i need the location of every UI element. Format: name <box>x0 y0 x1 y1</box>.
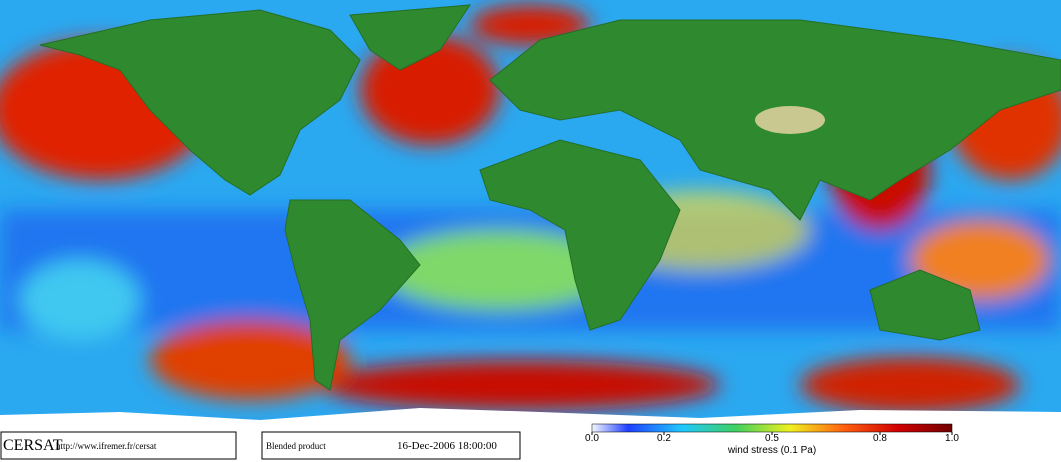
colorbar <box>591 423 953 433</box>
logo: CERSAT <box>3 437 63 454</box>
colorbar-tick-label: 0.0 <box>585 433 599 444</box>
colorbar-tick-label: 0.5 <box>765 433 779 444</box>
colorbar-tick-label: 0.8 <box>873 433 887 444</box>
product: Blended product <box>266 441 326 451</box>
logo-box <box>0 431 237 460</box>
land <box>39 4 1061 391</box>
colorbar-tick-label: 0.2 <box>657 433 671 444</box>
url: http://www.ifremer.fr/cersat <box>56 441 157 451</box>
product-box <box>261 431 521 460</box>
date: 16-Dec-2006 18:00:00 <box>397 440 497 452</box>
colorbar-label: wind stress (0.1 Pa) <box>727 445 816 456</box>
colorbar-tick-label: 1.0 <box>945 433 959 444</box>
